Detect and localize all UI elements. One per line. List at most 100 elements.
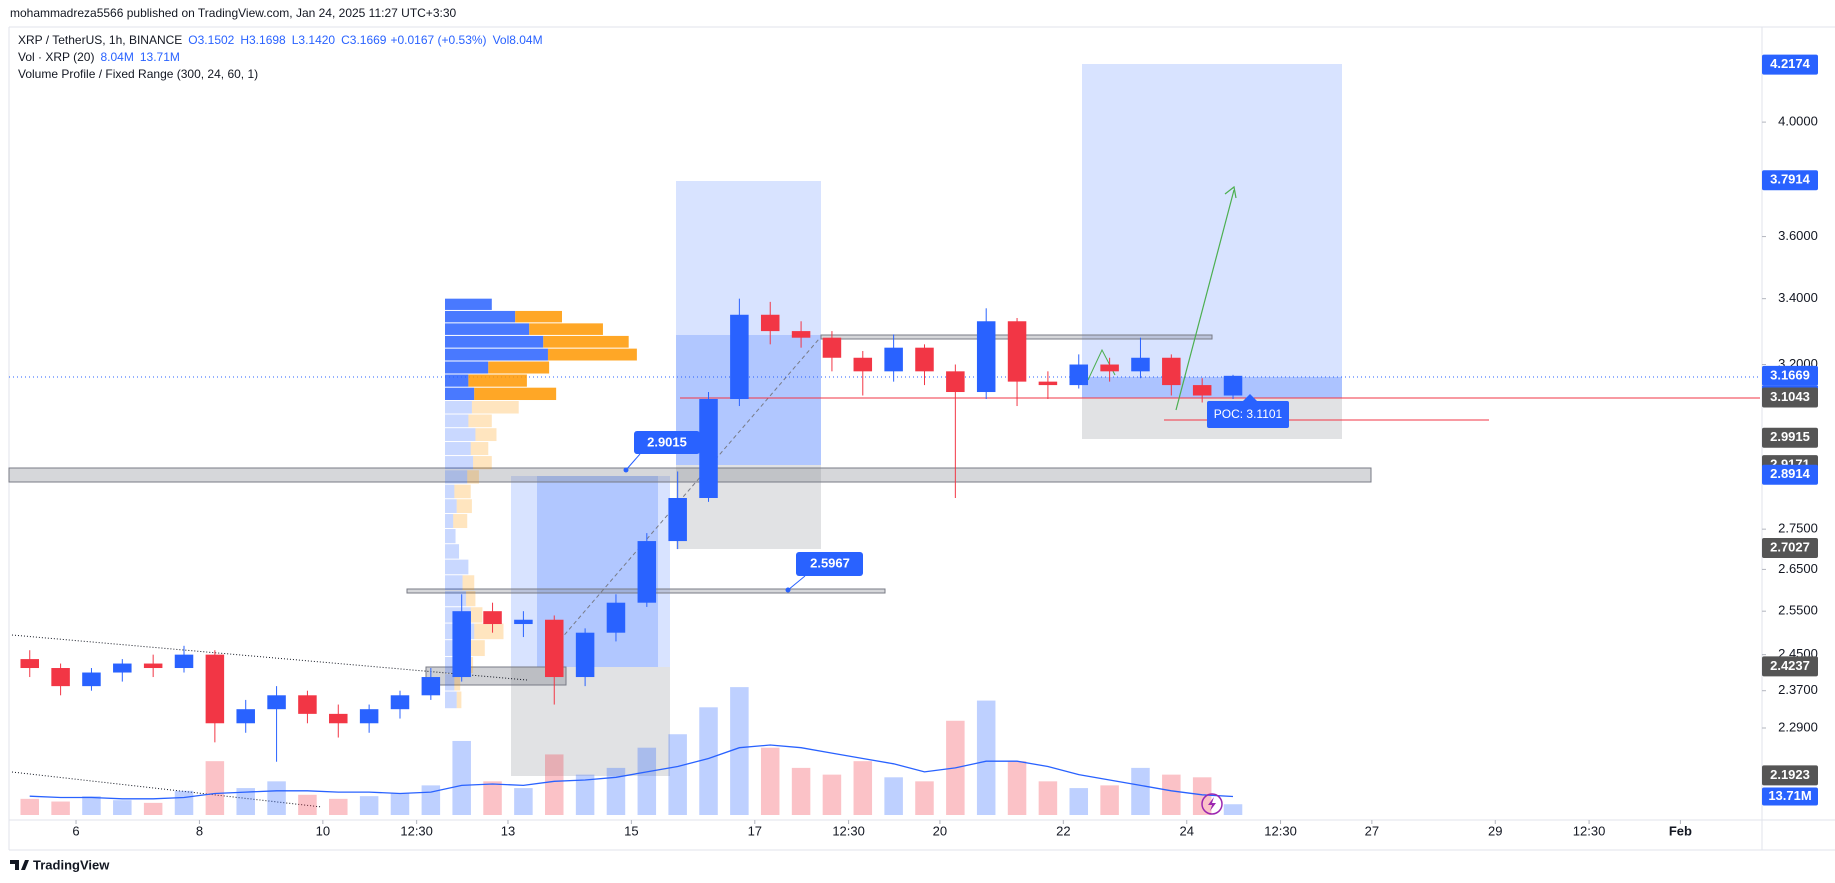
candle-body — [452, 611, 471, 678]
x-tick-label: 13 — [501, 823, 515, 838]
candle-body — [82, 672, 101, 687]
candle-body — [575, 632, 595, 678]
ohlc-change: +0.0167 (+0.53%) — [390, 33, 486, 47]
long-target-zone — [1082, 64, 1342, 398]
profile-up — [445, 298, 492, 310]
y-tick-label: 2.2900 — [1778, 719, 1818, 734]
candle-body — [421, 677, 441, 696]
price-label-box — [1762, 765, 1818, 786]
y-tick-label: 4.0000 — [1778, 114, 1818, 129]
callout-pointer — [787, 575, 806, 591]
x-tick-label: 17 — [748, 823, 762, 838]
candle-body — [606, 602, 626, 633]
profile-down — [471, 401, 519, 414]
profile-up — [445, 323, 530, 335]
candle-body — [946, 371, 965, 393]
vol-ma-label: 13.71M — [1768, 788, 1811, 803]
candle-body — [668, 498, 687, 542]
volume-bar — [1162, 774, 1181, 815]
volume-bar — [1223, 804, 1243, 815]
volume-bar — [483, 781, 502, 815]
volume-bar — [82, 796, 101, 815]
profile-up — [445, 575, 463, 591]
callout-anchor — [623, 467, 629, 473]
price-label: 2.4237 — [1770, 658, 1810, 673]
price-label: 3.1669 — [1770, 367, 1810, 382]
x-tick-label: 20 — [933, 823, 947, 838]
vol-value: 8.04M — [100, 50, 133, 64]
candle-body — [20, 659, 40, 669]
profile-up — [445, 348, 548, 361]
ohlc-high: H3.1698 — [240, 33, 286, 47]
candles — [20, 298, 1243, 762]
volume-bar — [267, 781, 286, 815]
profile-up — [445, 559, 469, 575]
candle-body — [1038, 381, 1058, 386]
profile-up — [445, 640, 457, 657]
candle-body — [760, 314, 780, 332]
volume-bar — [575, 774, 595, 815]
vol-indicator: Vol · XRP (20) — [18, 50, 94, 64]
candle-body — [637, 541, 657, 603]
long-fill-zone — [1082, 377, 1342, 398]
candle-body — [267, 695, 286, 710]
y-tick-label: 2.5500 — [1778, 603, 1818, 618]
ohlc-close: C3.1669 — [341, 33, 387, 47]
price-label: 4.2174 — [1770, 56, 1811, 71]
price-label: 2.8914 — [1770, 466, 1811, 481]
volume-pane — [20, 687, 1243, 815]
profile-down — [543, 335, 629, 348]
volume-bar — [791, 767, 811, 815]
annotations: 2.9015 2.5967 POC: 3.1101 — [623, 394, 1289, 815]
candle-body — [730, 314, 749, 400]
volume-bar — [1007, 761, 1027, 815]
profile-up — [445, 499, 457, 514]
candle-body — [1069, 364, 1089, 386]
candle-body — [699, 399, 718, 499]
volume-bar — [390, 793, 410, 815]
trend-line — [11, 634, 528, 681]
candle-body — [236, 709, 255, 724]
profile-down — [475, 428, 497, 442]
profile-up — [445, 374, 469, 387]
profile-up — [445, 401, 472, 414]
volume-bar — [329, 798, 348, 815]
volume-ma-line — [29, 744, 1234, 800]
profile-up — [445, 456, 474, 470]
candle-body — [51, 668, 70, 687]
volume-bar — [730, 687, 749, 815]
candle-body — [514, 619, 533, 625]
volume-bar — [822, 774, 842, 815]
candle-body — [544, 619, 564, 678]
alert-bolt — [1208, 797, 1216, 811]
alert-icon[interactable] — [1201, 793, 1223, 815]
price-axis: 4.00003.60003.40003.20002.75002.65002.55… — [1762, 54, 1818, 806]
volume-bar — [113, 800, 132, 815]
volume-bar — [1192, 777, 1212, 815]
x-tick-label: 29 — [1488, 823, 1502, 838]
volume-bar — [1100, 785, 1119, 815]
profile-up — [445, 428, 476, 442]
volume-bar — [298, 794, 317, 815]
volume-bar — [1131, 767, 1150, 815]
price-label-box — [1762, 538, 1818, 559]
profile-down — [467, 470, 479, 484]
volume-bar — [606, 767, 626, 815]
candle-body — [1192, 385, 1212, 396]
price-label: 3.7914 — [1770, 172, 1811, 187]
volume-bar — [1038, 781, 1058, 815]
y-tick-label: 3.6000 — [1778, 228, 1818, 243]
price-label-box — [1762, 427, 1818, 448]
x-tick-label: 12:30 — [1264, 823, 1297, 838]
callout-text: 2.9015 — [647, 434, 687, 449]
candle-body — [174, 654, 194, 669]
poc-pointer — [1243, 394, 1257, 401]
candle-body — [884, 347, 903, 372]
volume-bar — [544, 754, 564, 815]
profile-down — [468, 414, 492, 428]
profile-up — [445, 544, 460, 559]
candle-body — [143, 663, 163, 669]
legend-volume: Vol8.04M — [493, 33, 543, 47]
volume-bar — [514, 788, 533, 815]
